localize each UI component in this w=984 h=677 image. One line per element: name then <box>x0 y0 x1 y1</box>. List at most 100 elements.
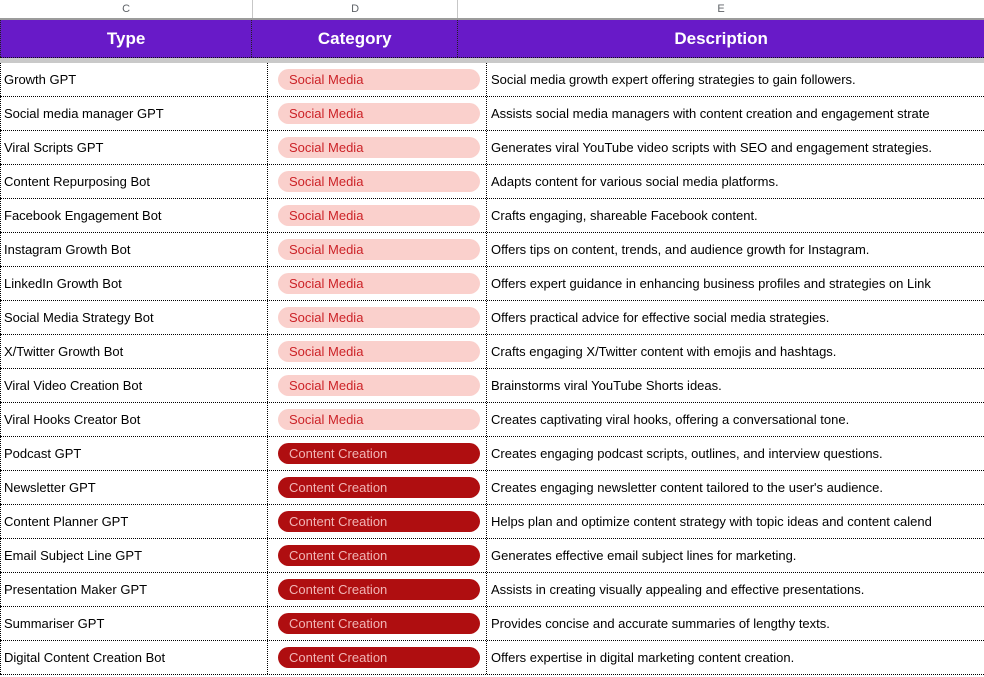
category-chip[interactable]: Content Creation <box>278 613 480 634</box>
description-cell[interactable]: Offers practical advice for effective so… <box>486 301 984 334</box>
table-row: Summariser GPT Content Creation Provides… <box>0 607 984 641</box>
type-cell[interactable]: Newsletter GPT <box>0 471 268 504</box>
table-row: Growth GPT Social Media Social media gro… <box>0 63 984 97</box>
category-cell[interactable]: Social Media <box>268 301 486 334</box>
description-cell[interactable]: Generates viral YouTube video scripts wi… <box>486 131 984 164</box>
description-cell-text: Creates captivating viral hooks, offerin… <box>491 412 850 427</box>
type-cell[interactable]: Instagram Growth Bot <box>0 233 268 266</box>
column-header-d[interactable]: D <box>252 0 457 18</box>
description-cell[interactable]: Creates engaging podcast scripts, outlin… <box>486 437 984 470</box>
type-cell-text: X/Twitter Growth Bot <box>4 344 124 359</box>
type-cell[interactable]: Viral Hooks Creator Bot <box>0 403 268 436</box>
type-cell[interactable]: Facebook Engagement Bot <box>0 199 268 232</box>
category-cell[interactable]: Social Media <box>268 63 486 96</box>
category-cell[interactable]: Content Creation <box>268 505 486 538</box>
category-cell[interactable]: Social Media <box>268 403 486 436</box>
category-chip[interactable]: Social Media <box>278 273 480 294</box>
category-chip[interactable]: Social Media <box>278 137 480 158</box>
header-cell-description[interactable]: Description <box>457 20 984 57</box>
type-cell[interactable]: Growth GPT <box>0 63 268 96</box>
type-cell[interactable]: X/Twitter Growth Bot <box>0 335 268 368</box>
description-cell[interactable]: Assists in creating visually appealing a… <box>486 573 984 606</box>
category-chip[interactable]: Social Media <box>278 409 480 430</box>
category-chip[interactable]: Social Media <box>278 341 480 362</box>
description-cell-text: Assists in creating visually appealing a… <box>491 582 865 597</box>
category-cell[interactable]: Social Media <box>268 97 486 130</box>
category-cell[interactable]: Content Creation <box>268 573 486 606</box>
category-chip[interactable]: Social Media <box>278 103 480 124</box>
category-cell[interactable]: Content Creation <box>268 641 486 674</box>
header-cell-category[interactable]: Category <box>317 28 392 48</box>
category-chip[interactable]: Social Media <box>278 171 480 192</box>
type-cell-text: Social Media Strategy Bot <box>4 310 154 325</box>
category-chip[interactable]: Social Media <box>278 375 480 396</box>
column-header-e[interactable]: E <box>457 0 984 18</box>
category-chip[interactable]: Social Media <box>278 69 480 90</box>
description-cell-text: Crafts engaging, shareable Facebook cont… <box>491 208 758 223</box>
type-cell[interactable]: Social media manager GPT <box>0 97 268 130</box>
header-cell-type[interactable]: Type <box>0 20 253 57</box>
description-cell[interactable]: Helps plan and optimize content strategy… <box>486 505 984 538</box>
table-row: Viral Video Creation Bot Social Media Br… <box>0 369 984 403</box>
description-cell[interactable]: Offers expertise in digital marketing co… <box>486 641 984 674</box>
type-cell[interactable]: Content Repurposing Bot <box>0 165 268 198</box>
type-cell[interactable]: Podcast GPT <box>0 437 268 470</box>
category-cell[interactable]: Social Media <box>268 369 486 402</box>
type-cell[interactable]: Email Subject Line GPT <box>0 539 268 572</box>
category-chip[interactable]: Content Creation <box>278 545 480 566</box>
category-cell[interactable]: Content Creation <box>268 437 486 470</box>
category-cell[interactable]: Social Media <box>268 199 486 232</box>
category-cell[interactable]: Social Media <box>268 165 486 198</box>
description-cell[interactable]: Crafts engaging, shareable Facebook cont… <box>486 199 984 232</box>
description-cell-text: Creates engaging newsletter content tail… <box>491 480 884 495</box>
description-cell[interactable]: Offers tips on content, trends, and audi… <box>486 233 984 266</box>
category-cell[interactable]: Content Creation <box>268 539 486 572</box>
description-cell-text: Generates effective email subject lines … <box>491 548 797 563</box>
category-cell[interactable]: Content Creation <box>268 607 486 640</box>
description-cell[interactable]: Brainstorms viral YouTube Shorts ideas. <box>486 369 984 402</box>
type-cell-text: Podcast GPT <box>4 446 82 461</box>
category-chip[interactable]: Social Media <box>278 205 480 226</box>
column-letter-strip: C D E <box>0 0 984 20</box>
description-cell[interactable]: Provides concise and accurate summaries … <box>486 607 984 640</box>
description-cell[interactable]: Crafts engaging X/Twitter content with e… <box>486 335 984 368</box>
type-cell-text: Instagram Growth Bot <box>4 242 131 257</box>
table-row: Facebook Engagement Bot Social Media Cra… <box>0 199 984 233</box>
category-chip[interactable]: Content Creation <box>278 579 480 600</box>
type-cell[interactable]: Presentation Maker GPT <box>0 573 268 606</box>
type-cell-text: Email Subject Line GPT <box>4 548 143 563</box>
category-cell[interactable]: Content Creation <box>268 471 486 504</box>
type-cell-text: LinkedIn Growth Bot <box>4 276 122 291</box>
description-cell[interactable]: Creates engaging newsletter content tail… <box>486 471 984 504</box>
description-cell[interactable]: Social media growth expert offering stra… <box>486 63 984 96</box>
type-cell[interactable]: LinkedIn Growth Bot <box>0 267 268 300</box>
type-cell[interactable]: Social Media Strategy Bot <box>0 301 268 334</box>
type-cell[interactable]: Content Planner GPT <box>0 505 268 538</box>
description-cell[interactable]: Assists social media managers with conte… <box>486 97 984 130</box>
category-chip[interactable]: Content Creation <box>278 511 480 532</box>
category-chip[interactable]: Content Creation <box>278 647 480 668</box>
type-cell[interactable]: Viral Video Creation Bot <box>0 369 268 402</box>
category-chip[interactable]: Content Creation <box>278 477 480 498</box>
type-cell-text: Content Repurposing Bot <box>4 174 150 189</box>
description-cell-text: Provides concise and accurate summaries … <box>491 616 830 631</box>
type-cell[interactable]: Viral Scripts GPT <box>0 131 268 164</box>
description-cell[interactable]: Adapts content for various social media … <box>486 165 984 198</box>
type-cell[interactable]: Summariser GPT <box>0 607 268 640</box>
category-cell[interactable]: Social Media <box>268 233 486 266</box>
description-cell[interactable]: Generates effective email subject lines … <box>486 539 984 572</box>
column-header-c[interactable]: C <box>122 3 131 15</box>
type-cell[interactable]: Digital Content Creation Bot <box>0 641 268 674</box>
description-cell[interactable]: Offers expert guidance in enhancing busi… <box>486 267 984 300</box>
category-chip[interactable]: Content Creation <box>278 443 480 464</box>
description-cell-text: Offers practical advice for effective so… <box>491 310 830 325</box>
table-row: Content Repurposing Bot Social Media Ada… <box>0 165 984 199</box>
category-chip[interactable]: Social Media <box>278 307 480 328</box>
category-cell[interactable]: Social Media <box>268 335 486 368</box>
description-cell[interactable]: Creates captivating viral hooks, offerin… <box>486 403 984 436</box>
category-chip[interactable]: Social Media <box>278 239 480 260</box>
category-cell[interactable]: Social Media <box>268 267 486 300</box>
table-row: Content Planner GPT Content Creation Hel… <box>0 505 984 539</box>
category-cell[interactable]: Social Media <box>268 131 486 164</box>
table-row: Email Subject Line GPT Content Creation … <box>0 539 984 573</box>
